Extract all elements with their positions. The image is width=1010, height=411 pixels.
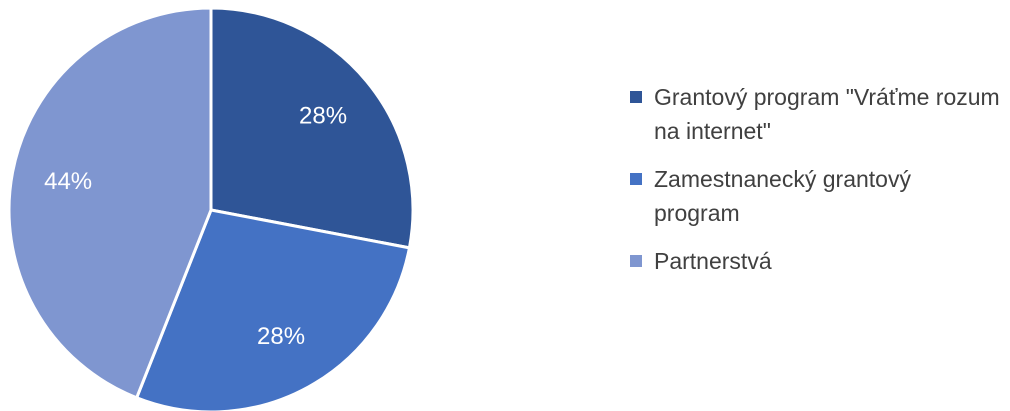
legend-swatch (630, 173, 642, 185)
legend-label: Zamestnanecký grantový program (654, 166, 911, 226)
pie-slice (7, 6, 213, 400)
legend-item: Partnerstvá (630, 244, 1000, 278)
pie-slice (134, 208, 412, 411)
data-label: 28% (257, 323, 305, 350)
legend-item: Zamestnanecký grantový program (630, 162, 1000, 230)
legend-swatch (630, 91, 642, 103)
legend: Grantový program "Vráťme rozum na intern… (630, 80, 1000, 278)
pie-slice (209, 6, 415, 250)
data-label: 44% (44, 168, 92, 195)
data-label: 28% (299, 103, 347, 130)
pie: 28% 28% 44% (7, 6, 415, 411)
legend-label: Partnerstvá (654, 248, 772, 274)
legend-swatch (630, 255, 642, 267)
legend-label: Grantový program "Vráťme rozum na intern… (654, 84, 1000, 144)
legend-item: Grantový program "Vráťme rozum na intern… (630, 80, 1000, 148)
